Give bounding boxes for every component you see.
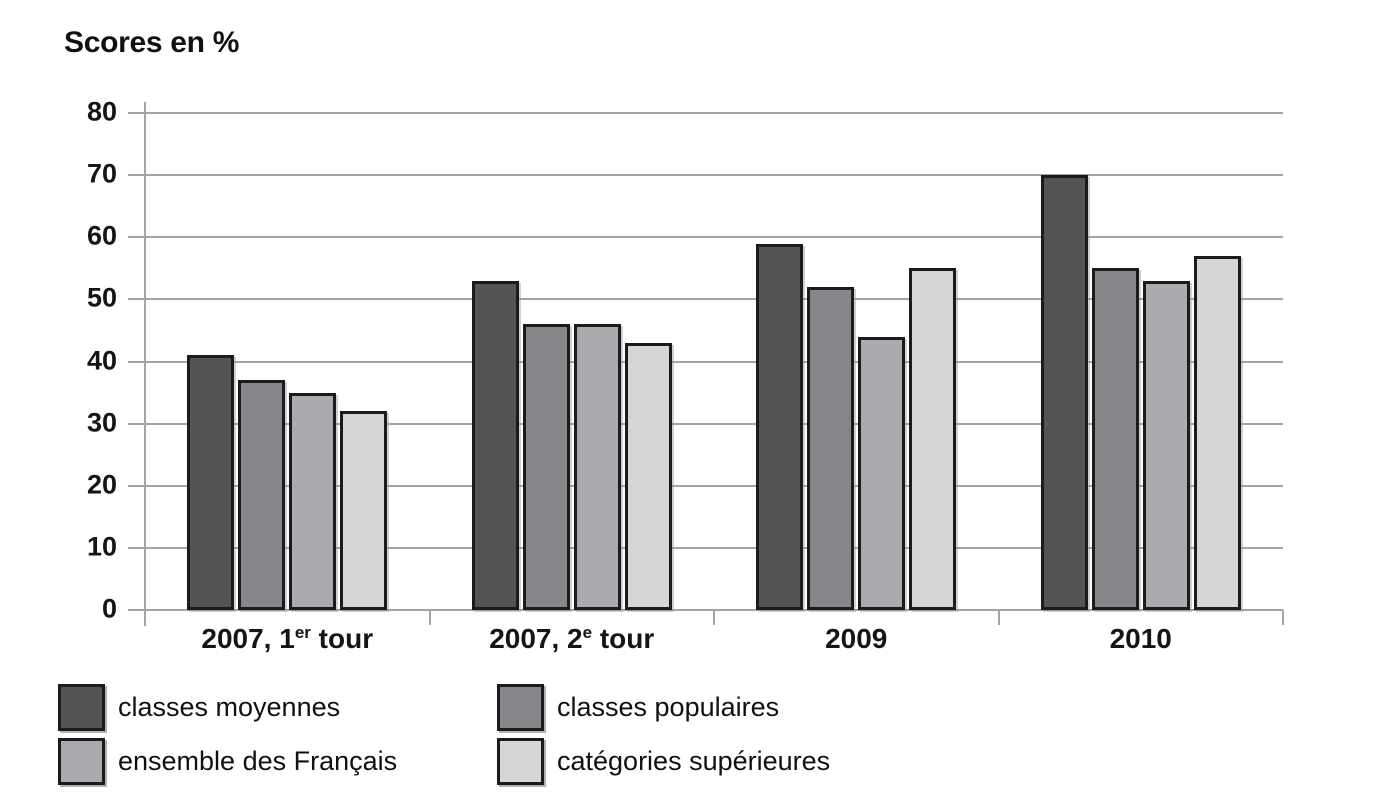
y-tick-label: 60 bbox=[86, 220, 117, 251]
y-tick-label: 20 bbox=[86, 469, 117, 500]
y-tick-label: 40 bbox=[86, 344, 117, 375]
x-axis-tick bbox=[713, 610, 715, 625]
gridline bbox=[128, 609, 1283, 611]
gridline bbox=[128, 360, 1283, 363]
y-tick-label: 70 bbox=[86, 158, 117, 189]
legend-label: catégories supérieures bbox=[557, 746, 831, 776]
gridline bbox=[128, 298, 1283, 301]
x-axis-labels: 2007, 1er tour 2007, 2e tour 2009 2010 bbox=[145, 623, 1283, 655]
bar bbox=[624, 342, 672, 610]
bar bbox=[289, 392, 337, 610]
x-axis-tick bbox=[1282, 610, 1284, 625]
legend-swatch bbox=[58, 738, 105, 785]
x-category-label-superscript: er bbox=[294, 623, 311, 642]
y-tick-label: 50 bbox=[86, 282, 117, 313]
x-category-label: 2009 bbox=[825, 623, 888, 654]
legend-item: classes moyennes bbox=[58, 684, 497, 731]
bar bbox=[1040, 175, 1088, 610]
x-axis-tick bbox=[144, 610, 146, 625]
bar bbox=[1193, 255, 1241, 610]
bar-group bbox=[145, 113, 430, 610]
bar bbox=[807, 286, 855, 610]
bar bbox=[340, 411, 388, 610]
y-tick-label: 10 bbox=[86, 531, 117, 562]
bar bbox=[522, 324, 570, 610]
bar-group bbox=[999, 113, 1284, 610]
bar bbox=[756, 243, 804, 610]
legend-swatch bbox=[497, 738, 544, 785]
y-tick-label: 80 bbox=[86, 96, 117, 127]
gridline bbox=[128, 174, 1283, 177]
legend: classes moyennes classes populaires ensemb… bbox=[58, 684, 830, 785]
x-category-label: 2010 bbox=[1109, 623, 1172, 654]
bar bbox=[909, 268, 957, 610]
bar-groups bbox=[145, 113, 1283, 610]
gridline bbox=[128, 546, 1283, 549]
legend-swatch bbox=[497, 684, 544, 731]
x-axis-tick bbox=[997, 610, 1000, 625]
gridline bbox=[128, 112, 1283, 114]
bar bbox=[187, 355, 235, 610]
bar-group bbox=[714, 113, 999, 610]
bar bbox=[858, 336, 906, 610]
bar bbox=[471, 280, 519, 610]
bar bbox=[1091, 268, 1139, 610]
bar bbox=[573, 324, 621, 610]
chart-title: Scores en % bbox=[64, 26, 240, 59]
legend-item: classes populaires bbox=[497, 684, 830, 731]
legend-label: classes populaires bbox=[557, 692, 780, 722]
bar-group bbox=[430, 113, 715, 610]
x-category-label: 2007, 1er tour bbox=[201, 623, 374, 654]
gridline bbox=[128, 422, 1283, 425]
legend-item: ensemble des Français bbox=[58, 738, 497, 785]
gridline bbox=[128, 484, 1283, 487]
bar bbox=[1142, 280, 1190, 610]
x-category-label: 2007, 2e tour bbox=[489, 623, 655, 654]
legend-item: catégories supérieures bbox=[497, 738, 830, 785]
legend-label: classes moyennes bbox=[118, 692, 341, 722]
x-category-label-superscript: e bbox=[582, 623, 593, 642]
y-tick-label: 0 bbox=[101, 593, 117, 624]
gridline bbox=[128, 236, 1283, 239]
legend-label: ensemble des Français bbox=[118, 746, 398, 776]
y-axis-line bbox=[144, 102, 146, 626]
plot-area: 2007, 1er tour 2007, 2e tour 2009 2010 0 10 2… bbox=[87, 98, 1284, 654]
x-axis-tick bbox=[428, 610, 431, 625]
bar bbox=[238, 380, 286, 610]
legend-swatch bbox=[58, 684, 105, 731]
y-tick-label: 30 bbox=[86, 407, 117, 438]
